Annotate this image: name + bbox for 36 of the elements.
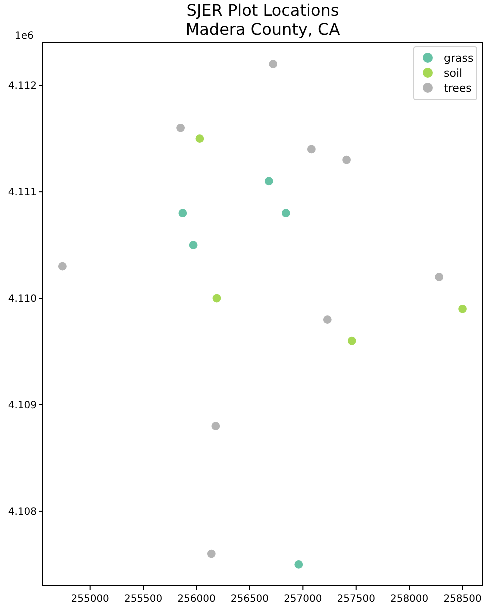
x-tick-label: 255000 [71, 594, 110, 605]
x-tick-label: 257500 [337, 594, 376, 605]
point [342, 156, 351, 164]
y-tick-label: 4.109 [8, 400, 37, 412]
x-tick-label: 258000 [390, 594, 429, 605]
y-tick-label: 4.112 [8, 81, 37, 92]
legend-label: grass [444, 52, 474, 65]
point [212, 422, 220, 430]
chart-title: SJER Plot Locations Madera County, CA [186, 1, 340, 39]
x-tick-label: 256000 [178, 594, 216, 605]
point [323, 316, 332, 324]
x-tick-label: 258500 [444, 594, 482, 605]
legend-label: trees [444, 82, 472, 95]
point [58, 262, 67, 271]
point [264, 177, 274, 186]
point [307, 145, 316, 154]
point [435, 273, 444, 282]
x-tick-label: 256500 [230, 594, 270, 605]
point [294, 560, 304, 569]
y-axis-title: 1e6 [15, 31, 34, 42]
point [189, 241, 198, 250]
point [282, 209, 290, 218]
y-tick-label: 4.110 [8, 294, 37, 306]
point [348, 336, 356, 346]
x-tick-label: 257000 [284, 594, 322, 605]
point [178, 209, 188, 218]
x-tick-label: 255500 [124, 594, 163, 605]
point [212, 294, 222, 303]
point [207, 550, 216, 558]
point [458, 304, 467, 314]
point [196, 134, 204, 144]
y-tick-label: 4.108 [8, 506, 37, 518]
point [176, 124, 185, 132]
y-tick-label: 4.111 [8, 188, 37, 199]
legend-label: soil [444, 67, 463, 80]
point [269, 60, 278, 68]
